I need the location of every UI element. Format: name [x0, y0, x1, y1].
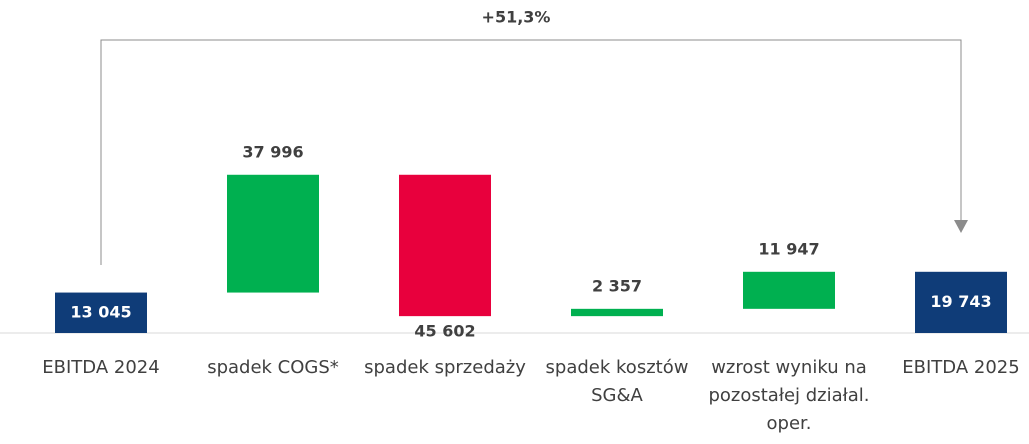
annotation-arrow: [954, 220, 968, 233]
x-tick-label: EBITDA 2025: [902, 357, 1020, 378]
x-tick-label: EBITDA 2024: [42, 357, 160, 378]
value-label: 11 947: [758, 239, 819, 258]
value-label: 45 602: [414, 322, 475, 341]
value-label: 19 743: [930, 292, 991, 311]
x-tick-label: spadek kosztów SG&A: [545, 357, 689, 406]
bar: [227, 174, 319, 293]
bar: [55, 292, 147, 333]
bar: [743, 271, 835, 309]
bar: [571, 308, 663, 317]
value-label: 2 357: [592, 276, 642, 295]
x-tick-label: spadek COGS*: [207, 357, 339, 378]
value-label: 37 996: [242, 142, 303, 161]
annotation: +51,3%: [482, 8, 551, 27]
bar: [915, 271, 1007, 333]
value-label: 13 045: [70, 302, 131, 321]
bar: [399, 174, 491, 317]
annotation-bracket: [100, 39, 962, 265]
x-tick-label: wzrost wyniku na pozostałej działal. ope…: [708, 357, 870, 434]
x-tick-label: spadek sprzedaży: [364, 357, 526, 378]
